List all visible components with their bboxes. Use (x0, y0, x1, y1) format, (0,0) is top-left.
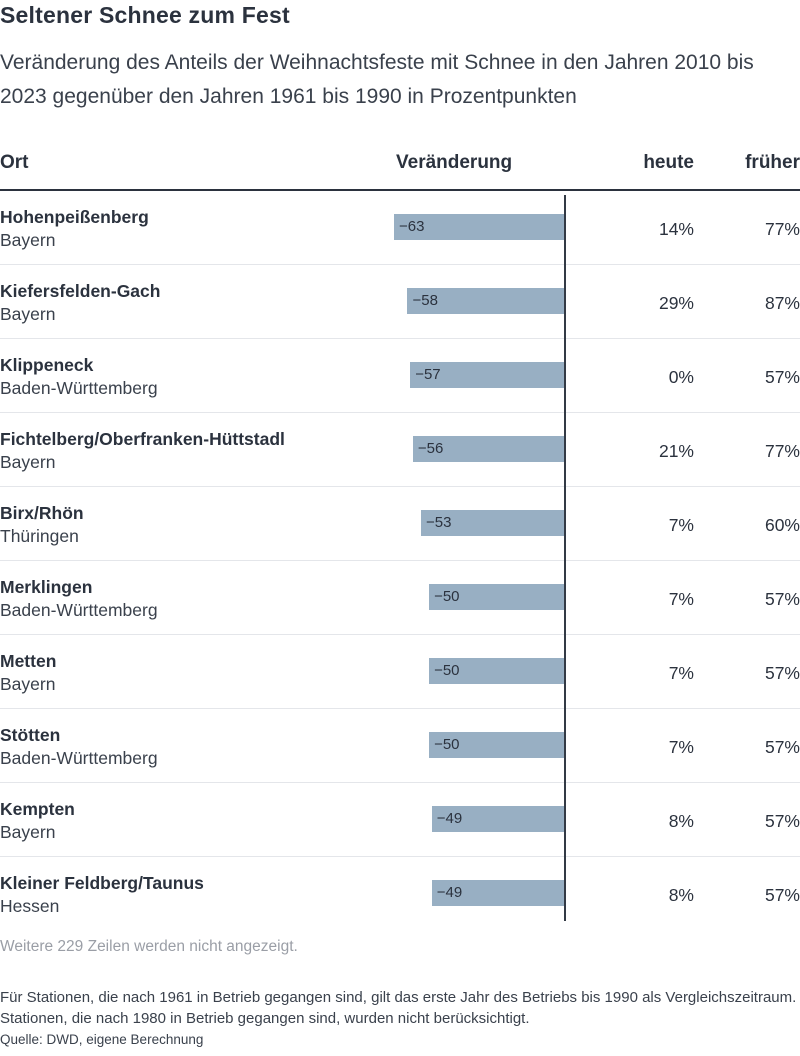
change-value-label: −57 (415, 366, 441, 383)
heute-value: 7% (668, 663, 694, 683)
frueher-value: 77% (764, 219, 800, 239)
state-name: Bayern (0, 674, 56, 694)
frueher-value: 57% (764, 811, 800, 831)
frueher-value: 57% (764, 737, 800, 757)
heute-value: 0% (668, 367, 694, 387)
more-rows-note: Weitere 229 Zeilen werden nicht angezeig… (0, 938, 298, 955)
table-body: Hohenpeißenberg Bayern −63 14% 77% Kiefersfel… (0, 191, 800, 930)
table-row[interactable]: Metten Bayern −50 7% 57% (0, 635, 800, 709)
heute-value: 7% (668, 589, 694, 609)
change-value-label: −50 (434, 588, 460, 605)
change-bar (429, 658, 564, 684)
change-value-label: −53 (425, 514, 452, 531)
change-bar (431, 880, 564, 906)
state-name: Bayern (0, 822, 56, 842)
change-value-label: −49 (436, 884, 463, 901)
heute-value: 7% (668, 737, 694, 757)
station-name: Stötten (0, 725, 61, 745)
table-row[interactable]: Birx/Rhön Thüringen −53 7% 60% (0, 487, 800, 561)
table-row[interactable]: Fichtelberg/Oberfranken-Hüttstadl Bayern −… (0, 413, 800, 487)
state-name: Baden-Württemberg (0, 600, 158, 620)
change-value-label: −50 (434, 662, 460, 679)
state-name: Bayern (0, 452, 56, 472)
table-header: Ort Veränderung heute früher (0, 152, 800, 190)
station-name: Birx/Rhön (0, 503, 84, 523)
frueher-value: 60% (764, 515, 800, 535)
change-bar (420, 510, 564, 536)
station-name: Merklingen (0, 577, 93, 597)
station-name: Metten (0, 651, 57, 671)
table-row[interactable]: Kiefersfelden-Gach Bayern −58 29% 87% (0, 265, 800, 339)
source-note: Quelle: DWD, eigene Berechnung (0, 1032, 204, 1047)
chart-title: Seltener Schnee zum Fest (0, 2, 290, 28)
state-name: Hessen (0, 896, 60, 916)
table-row[interactable]: Kleiner Feldberg/Taunus Hessen −49 8% 57% (0, 857, 800, 930)
heute-value: 8% (668, 811, 694, 831)
column-header-ort[interactable]: Ort (0, 152, 29, 173)
frueher-value: 57% (764, 663, 800, 683)
change-value-label: −49 (436, 810, 463, 827)
heute-value: 29% (658, 293, 694, 313)
frueher-value: 57% (764, 367, 800, 387)
station-name: Kiefersfelden-Gach (0, 281, 161, 301)
heute-value: 8% (668, 885, 694, 905)
station-name: Hohenpeißenberg (0, 207, 149, 227)
column-header-heute[interactable]: heute (643, 152, 694, 173)
heute-value: 21% (658, 441, 694, 461)
change-value-label: −63 (399, 218, 425, 235)
change-value-label: −50 (434, 736, 460, 753)
table-row[interactable]: Klippeneck Baden-Württemberg −57 0% 57% (0, 339, 800, 413)
station-name: Kempten (0, 799, 75, 819)
chart-subtitle: Veränderung des Anteils der Weihnachtsfe… (0, 51, 754, 108)
column-header-frueher[interactable]: früher (745, 152, 800, 173)
table-row[interactable]: Stötten Baden-Württemberg −50 7% 57% (0, 709, 800, 783)
change-bar (431, 806, 564, 832)
change-value-label: −56 (417, 440, 444, 457)
state-name: Thüringen (0, 526, 79, 546)
station-name: Klippeneck (0, 355, 94, 375)
change-value-label: −58 (412, 292, 438, 309)
change-bar (429, 732, 564, 758)
state-name: Baden-Württemberg (0, 748, 158, 768)
column-header-veraenderung[interactable]: Veränderung (396, 152, 513, 173)
frueher-value: 87% (764, 293, 800, 313)
station-name: Fichtelberg/Oberfranken-Hüttstadl (0, 429, 285, 449)
change-bar (410, 362, 564, 388)
header-divider (0, 189, 800, 191)
state-name: Bayern (0, 230, 56, 250)
state-name: Bayern (0, 304, 56, 324)
frueher-value: 57% (764, 589, 800, 609)
state-name: Baden-Württemberg (0, 378, 158, 398)
change-bar (429, 584, 564, 610)
footnote: Für Stationen, die nach 1961 in Betrieb … (0, 989, 797, 1027)
table-row[interactable]: Merklingen Baden-Württemberg −50 7% 57% (0, 561, 800, 635)
heute-value: 7% (668, 515, 694, 535)
heute-value: 14% (658, 219, 694, 239)
station-name: Kleiner Feldberg/Taunus (0, 873, 204, 893)
zero-axis-line (564, 195, 566, 921)
change-bar (394, 214, 564, 240)
table-row[interactable]: Kempten Bayern −49 8% 57% (0, 783, 800, 857)
frueher-value: 77% (764, 441, 800, 461)
change-bar (412, 436, 564, 462)
table-row[interactable]: Hohenpeißenberg Bayern −63 14% 77% (0, 191, 800, 265)
change-bar (407, 288, 564, 314)
frueher-value: 57% (764, 885, 800, 905)
